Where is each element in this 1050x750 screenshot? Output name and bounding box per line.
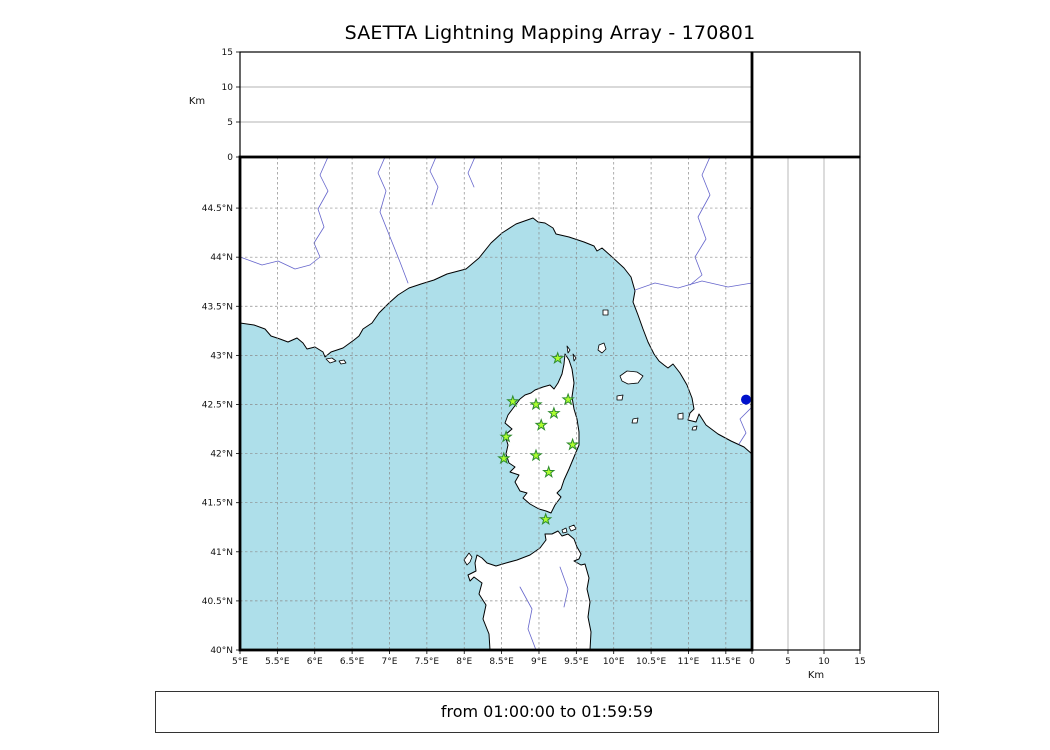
map-panel	[240, 157, 752, 650]
altitude-tick-label: 0	[227, 153, 233, 163]
altitude-tick-label: 15	[854, 657, 865, 667]
altitude-tick-label: 0	[749, 657, 755, 667]
lon-tick-label: 10°E	[603, 657, 625, 667]
lat-tick-label: 44°N	[210, 253, 233, 263]
altitude-latitude-panel-frame	[751, 156, 861, 651]
island-elba	[619, 370, 644, 385]
lon-tick-label: 11°E	[678, 657, 700, 667]
altitude-histogram-panel-frame	[751, 51, 861, 158]
map-graticule	[240, 157, 752, 650]
lon-tick-label: 8.5°E	[489, 657, 514, 667]
lat-tick-label: 44.5°N	[202, 204, 233, 214]
islands-hyeres	[325, 357, 347, 365]
map-data-markers	[497, 351, 752, 526]
lma-station-star	[499, 429, 513, 443]
river	[429, 157, 439, 206]
map-panel-frame	[238, 155, 754, 652]
lma-station-star	[539, 512, 553, 526]
island-asinara	[463, 552, 473, 566]
altitude-axis-ticks-right: 0 5 10 15	[749, 650, 866, 667]
lat-tick-label: 42.5°N	[202, 400, 233, 410]
altitude-tick-label: 10	[222, 83, 234, 93]
river	[689, 157, 711, 286]
river	[240, 256, 311, 270]
lon-tick-label: 8°E	[456, 657, 472, 667]
island-giannutri	[691, 425, 698, 431]
river	[309, 157, 329, 266]
point-source-marker	[741, 394, 752, 405]
island-sardinia	[467, 530, 592, 650]
lma-station-star	[534, 418, 548, 431]
lon-tick-label: 5.5°E	[265, 657, 290, 667]
lma-station-star	[529, 448, 543, 462]
lma-station-star	[497, 451, 511, 465]
lat-tick-label: 41°N	[210, 548, 233, 558]
altitude-axis-ticks-top: 0 5 10 15	[222, 48, 240, 163]
top-panel-gridlines	[240, 86, 752, 123]
lon-tick-label: 10.5°E	[636, 657, 667, 667]
lon-tick-label: 7°E	[382, 657, 398, 667]
lon-tick-label: 11.5°E	[711, 657, 742, 667]
river	[738, 406, 752, 445]
km-axis-label-top: Km	[189, 96, 205, 107]
page-title: SAETTA Lightning Mapping Array - 170801	[344, 22, 756, 44]
right-panel-gridlines	[787, 157, 825, 650]
lon-tick-label: 6°E	[307, 657, 323, 667]
lat-tick-label: 40.5°N	[202, 597, 233, 607]
lon-tick-label: 5°E	[232, 657, 248, 667]
river	[519, 586, 537, 650]
lon-tick-label: 6.5°E	[340, 657, 365, 667]
island-giglio	[677, 412, 684, 420]
lma-station-star	[506, 394, 520, 408]
lat-tick-label: 43°N	[210, 351, 233, 361]
altitude-longitude-panel-frame	[239, 51, 753, 158]
lma-station-star	[547, 406, 561, 420]
altitude-tick-label: 15	[222, 48, 233, 58]
altitude-tick-label: 10	[818, 657, 830, 667]
lat-tick-label: 40°N	[210, 646, 233, 656]
time-range-box: from 01:00:00 to 01:59:59	[155, 691, 939, 733]
island-montecristo	[631, 417, 639, 424]
landmasses	[240, 157, 752, 650]
islets-cap-corse	[566, 345, 577, 362]
lat-tick-label: 41.5°N	[202, 499, 233, 509]
altitude-tick-label: 5	[227, 118, 233, 128]
time-range-text: from 01:00:00 to 01:59:59	[440, 702, 654, 721]
lon-tick-label: 9°E	[531, 657, 547, 667]
river	[634, 280, 752, 291]
lat-tick-label: 43.5°N	[202, 302, 233, 312]
island-corsica	[504, 353, 580, 514]
lma-station-star	[529, 397, 543, 411]
lon-tick-label: 7.5°E	[415, 657, 440, 667]
map-axis-ticks: 5°E 5.5°E 6°E 6.5°E 7°E 7.5°E 8°E 8.5°E 9°E 9.5°E…	[202, 204, 742, 667]
lma-station-star	[550, 351, 565, 365]
lat-tick-label: 42°N	[210, 450, 233, 460]
river	[377, 157, 409, 284]
lma-station-star	[561, 392, 575, 406]
lma-station-star	[565, 437, 580, 451]
island-pianosa	[616, 394, 624, 401]
islands-maddalena	[561, 524, 577, 534]
altitude-tick-label: 5	[785, 657, 791, 667]
island-gorgona	[602, 309, 609, 316]
river	[467, 157, 476, 188]
km-axis-label-right: Km	[808, 670, 824, 681]
lon-tick-label: 9.5°E	[564, 657, 589, 667]
lma-station-star	[542, 465, 556, 478]
island-capraia	[597, 342, 607, 354]
